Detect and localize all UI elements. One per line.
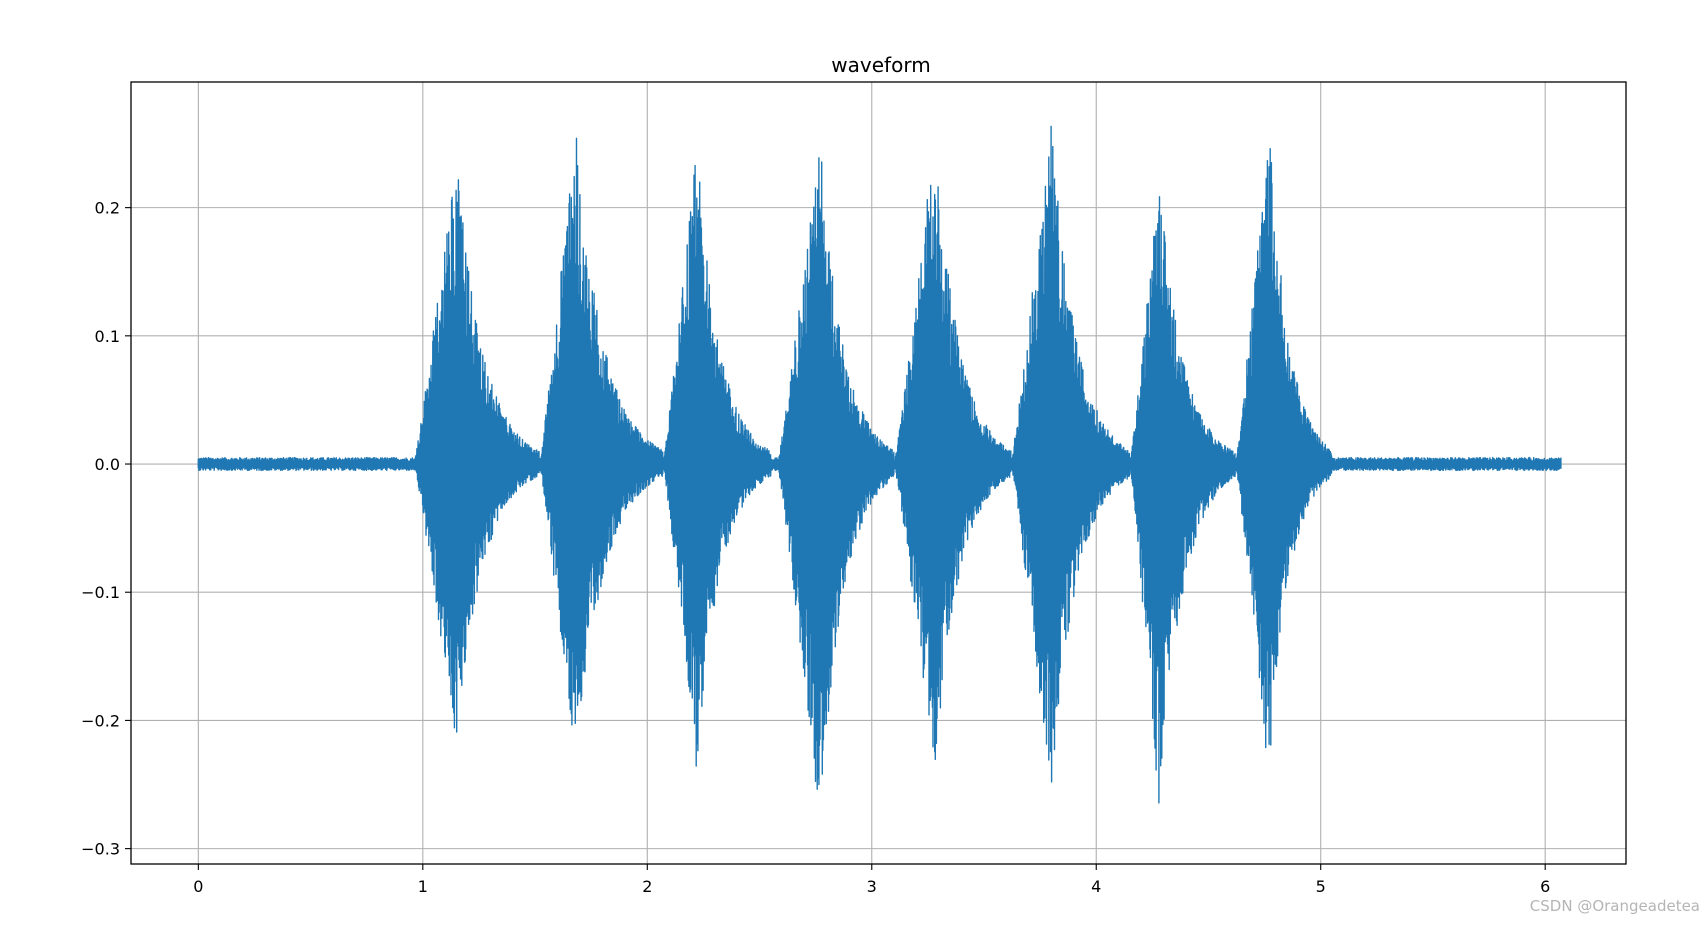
chart-title: waveform — [831, 53, 930, 77]
x-tick-label: 1 — [418, 877, 428, 896]
y-axis: 0.2 0.1 0.0 −0.1 −0.2 −0.3 — [81, 199, 131, 859]
y-tick-label: 0.2 — [95, 199, 120, 218]
y-tick-label: −0.2 — [81, 711, 120, 730]
y-tick-label: 0.1 — [95, 327, 120, 346]
plot-frame — [130, 81, 1627, 865]
watermark-text: CSDN @Orangeadetea — [1529, 897, 1700, 915]
waveform-series — [197, 125, 1562, 804]
x-tick-label: 4 — [1091, 877, 1101, 896]
x-tick-label: 0 — [193, 877, 203, 896]
x-tick-label: 5 — [1316, 877, 1326, 896]
y-tick-label: −0.1 — [81, 583, 120, 602]
x-axis: 0 1 2 3 4 5 6 — [193, 864, 1550, 896]
x-tick-label: 2 — [642, 877, 652, 896]
x-tick-label: 3 — [867, 877, 877, 896]
y-tick-label: −0.3 — [81, 840, 120, 859]
y-tick-label: 0.0 — [95, 455, 120, 474]
x-tick-label: 6 — [1540, 877, 1550, 896]
waveform-line — [197, 125, 1562, 804]
